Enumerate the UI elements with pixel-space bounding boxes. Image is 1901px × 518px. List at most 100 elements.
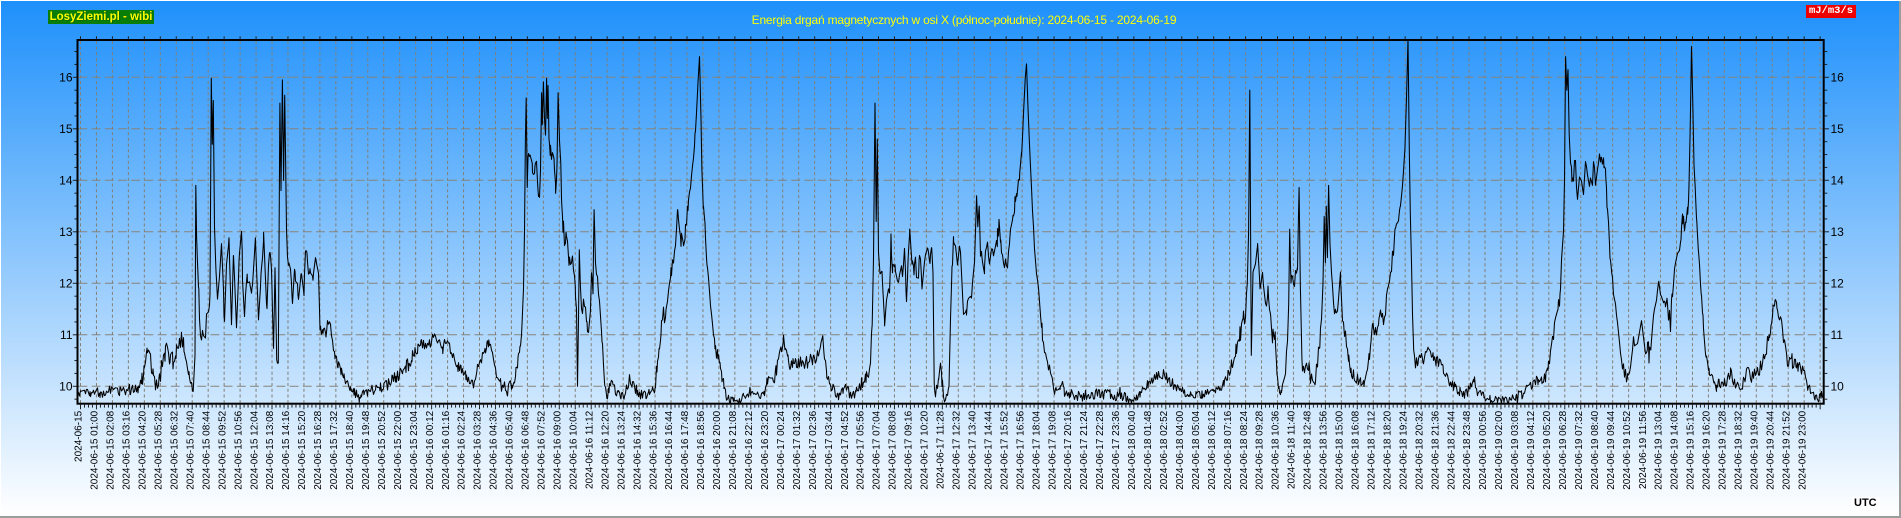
svg-text:11: 11 — [1831, 328, 1844, 342]
svg-text:2024-06-17 19:08: 2024-06-17 19:08 — [1047, 410, 1058, 489]
svg-text:2024-06-18 05:04: 2024-06-18 05:04 — [1191, 410, 1202, 489]
svg-text:2024-06-15 02:08: 2024-06-15 02:08 — [106, 410, 117, 489]
svg-text:2024-06-16 03:28: 2024-06-16 03:28 — [473, 410, 484, 489]
svg-text:2024-06-18 22:44: 2024-06-18 22:44 — [1446, 410, 1457, 489]
svg-text:2024-06-18 11:40: 2024-06-18 11:40 — [1287, 410, 1298, 489]
svg-text:2024-06-15 10:56: 2024-06-15 10:56 — [233, 410, 244, 489]
svg-text:2024-06-16 01:16: 2024-06-16 01:16 — [441, 410, 452, 489]
svg-text:2024-06-15 12:04: 2024-06-15 12:04 — [249, 410, 260, 489]
svg-text:15: 15 — [1831, 122, 1845, 136]
svg-text:2024-06-19 06:28: 2024-06-19 06:28 — [1558, 410, 1569, 489]
svg-text:2024-06-17 23:36: 2024-06-17 23:36 — [1111, 410, 1122, 489]
svg-text:2024-06-15 23:04: 2024-06-15 23:04 — [409, 410, 420, 489]
svg-text:2024-06-16 13:24: 2024-06-16 13:24 — [616, 410, 627, 489]
svg-text:2024-06-17 22:28: 2024-06-17 22:28 — [1095, 410, 1106, 489]
svg-text:2024-06-19 17:28: 2024-06-19 17:28 — [1718, 410, 1729, 489]
svg-text:2024-06-18 12:48: 2024-06-18 12:48 — [1303, 410, 1314, 489]
svg-text:2024-06-16 20:00: 2024-06-16 20:00 — [712, 410, 723, 489]
svg-text:2024-06-16 22:12: 2024-06-16 22:12 — [744, 410, 755, 489]
svg-text:2024-06-16 12:20: 2024-06-16 12:20 — [600, 410, 611, 489]
svg-text:2024-06-15 06:32: 2024-06-15 06:32 — [169, 410, 180, 489]
svg-text:2024-06-19 21:52: 2024-06-19 21:52 — [1781, 410, 1792, 489]
svg-text:2024-06-15 19:48: 2024-06-15 19:48 — [361, 410, 372, 489]
svg-text:2024-06-19 16:20: 2024-06-19 16:20 — [1702, 410, 1713, 489]
svg-text:2024-06-19 07:32: 2024-06-19 07:32 — [1574, 410, 1585, 489]
svg-text:2024-06-15: 2024-06-15 — [74, 410, 85, 462]
svg-text:2024-06-19 13:04: 2024-06-19 13:04 — [1654, 410, 1665, 489]
svg-text:16: 16 — [1831, 71, 1845, 85]
svg-text:2024-06-18 23:48: 2024-06-18 23:48 — [1462, 410, 1473, 489]
svg-text:2024-06-19 02:00: 2024-06-19 02:00 — [1494, 410, 1505, 489]
svg-text:2024-06-17 14:44: 2024-06-17 14:44 — [983, 410, 994, 489]
svg-text:2024-06-18 20:32: 2024-06-18 20:32 — [1414, 410, 1425, 489]
svg-text:14: 14 — [59, 174, 73, 188]
svg-text:2024-06-15 08:44: 2024-06-15 08:44 — [201, 410, 212, 489]
svg-text:2024-06-16 07:52: 2024-06-16 07:52 — [537, 410, 548, 489]
svg-text:2024-06-18 17:12: 2024-06-18 17:12 — [1366, 410, 1377, 489]
svg-text:2024-06-15 22:00: 2024-06-15 22:00 — [393, 410, 404, 489]
svg-text:2024-06-16 16:44: 2024-06-16 16:44 — [664, 410, 675, 489]
svg-text:16: 16 — [59, 71, 73, 85]
svg-text:2024-06-18 19:24: 2024-06-18 19:24 — [1398, 410, 1409, 489]
svg-text:2024-06-15 03:16: 2024-06-15 03:16 — [122, 410, 133, 489]
svg-text:2024-06-17 08:08: 2024-06-17 08:08 — [888, 410, 899, 489]
svg-text:2024-06-17 02:36: 2024-06-17 02:36 — [808, 410, 819, 489]
svg-text:2024-06-15 18:40: 2024-06-15 18:40 — [345, 410, 356, 489]
svg-text:2024-06-17 11:28: 2024-06-17 11:28 — [936, 410, 947, 489]
svg-text:2024-06-15 16:28: 2024-06-15 16:28 — [313, 410, 324, 489]
svg-text:2024-06-17 00:24: 2024-06-17 00:24 — [776, 410, 787, 489]
svg-text:2024-06-18 09:28: 2024-06-18 09:28 — [1255, 410, 1266, 489]
svg-text:2024-06-16 09:00: 2024-06-16 09:00 — [553, 410, 564, 489]
svg-text:2024-06-16 00:12: 2024-06-16 00:12 — [425, 410, 436, 489]
svg-text:2024-06-16 21:08: 2024-06-16 21:08 — [728, 410, 739, 489]
svg-text:2024-06-17 09:16: 2024-06-17 09:16 — [904, 410, 915, 489]
svg-text:2024-06-18 08:24: 2024-06-18 08:24 — [1239, 410, 1250, 489]
svg-text:2024-06-16 02:24: 2024-06-16 02:24 — [457, 410, 468, 489]
svg-text:2024-06-18 02:52: 2024-06-18 02:52 — [1159, 410, 1170, 489]
svg-text:2024-06-16 11:12: 2024-06-16 11:12 — [584, 410, 595, 489]
svg-text:15: 15 — [59, 122, 73, 136]
svg-text:2024-06-15 15:20: 2024-06-15 15:20 — [297, 410, 308, 489]
svg-text:2024-06-19 18:32: 2024-06-19 18:32 — [1734, 410, 1745, 489]
svg-text:2024-06-19 03:08: 2024-06-19 03:08 — [1510, 410, 1521, 489]
svg-text:2024-06-16 18:56: 2024-06-16 18:56 — [696, 410, 707, 489]
svg-text:2024-06-18 15:00: 2024-06-18 15:00 — [1335, 410, 1346, 489]
svg-text:2024-06-19 08:40: 2024-06-19 08:40 — [1590, 410, 1601, 489]
svg-text:2024-06-15 09:52: 2024-06-15 09:52 — [217, 410, 228, 489]
svg-text:2024-06-19 11:56: 2024-06-19 11:56 — [1638, 410, 1649, 489]
svg-text:2024-06-19 14:08: 2024-06-19 14:08 — [1670, 410, 1681, 489]
svg-text:2024-06-18 16:08: 2024-06-18 16:08 — [1351, 410, 1362, 489]
svg-text:2024-06-16 06:48: 2024-06-16 06:48 — [521, 410, 532, 489]
svg-text:2024-06-17 15:52: 2024-06-17 15:52 — [999, 410, 1010, 489]
svg-text:2024-06-16 14:32: 2024-06-16 14:32 — [632, 410, 643, 489]
svg-text:2024-06-18 00:40: 2024-06-18 00:40 — [1127, 410, 1138, 489]
svg-text:10: 10 — [1831, 380, 1845, 394]
svg-text:2024-06-17 12:32: 2024-06-17 12:32 — [952, 410, 963, 489]
svg-text:2024-06-18 18:20: 2024-06-18 18:20 — [1382, 410, 1393, 489]
svg-text:13: 13 — [1831, 225, 1845, 239]
svg-text:2024-06-17 10:20: 2024-06-17 10:20 — [920, 410, 931, 489]
svg-text:2024-06-18 01:48: 2024-06-18 01:48 — [1143, 410, 1154, 489]
svg-text:2024-06-18 04:00: 2024-06-18 04:00 — [1175, 410, 1186, 489]
svg-text:2024-06-17 01:32: 2024-06-17 01:32 — [792, 410, 803, 489]
svg-text:2024-06-19 10:52: 2024-06-19 10:52 — [1622, 410, 1633, 489]
svg-text:2024-06-19 20:44: 2024-06-19 20:44 — [1765, 410, 1776, 489]
svg-text:2024-06-15 04:20: 2024-06-15 04:20 — [138, 410, 149, 489]
svg-text:2024-06-17 04:52: 2024-06-17 04:52 — [840, 410, 851, 489]
svg-text:2024-06-18 21:36: 2024-06-18 21:36 — [1430, 410, 1441, 489]
svg-text:2024-06-16 10:04: 2024-06-16 10:04 — [568, 410, 579, 489]
svg-text:2024-06-19 19:40: 2024-06-19 19:40 — [1750, 410, 1761, 489]
svg-text:2024-06-19 05:20: 2024-06-19 05:20 — [1542, 410, 1553, 489]
svg-text:2024-06-17 21:24: 2024-06-17 21:24 — [1079, 410, 1090, 489]
svg-text:2024-06-16 17:48: 2024-06-16 17:48 — [680, 410, 691, 489]
svg-text:2024-06-17 16:56: 2024-06-17 16:56 — [1015, 410, 1026, 489]
svg-text:2024-06-19 15:16: 2024-06-19 15:16 — [1686, 410, 1697, 489]
svg-text:2024-06-15 17:32: 2024-06-15 17:32 — [329, 410, 340, 489]
svg-text:2024-06-15 13:08: 2024-06-15 13:08 — [265, 410, 276, 489]
svg-text:10: 10 — [59, 380, 73, 394]
svg-text:2024-06-19 23:00: 2024-06-19 23:00 — [1797, 410, 1808, 489]
svg-text:2024-06-17 13:40: 2024-06-17 13:40 — [967, 410, 978, 489]
svg-text:2024-06-16 15:36: 2024-06-16 15:36 — [648, 410, 659, 489]
svg-text:12: 12 — [59, 277, 73, 291]
svg-text:2024-06-17 20:16: 2024-06-17 20:16 — [1063, 410, 1074, 489]
